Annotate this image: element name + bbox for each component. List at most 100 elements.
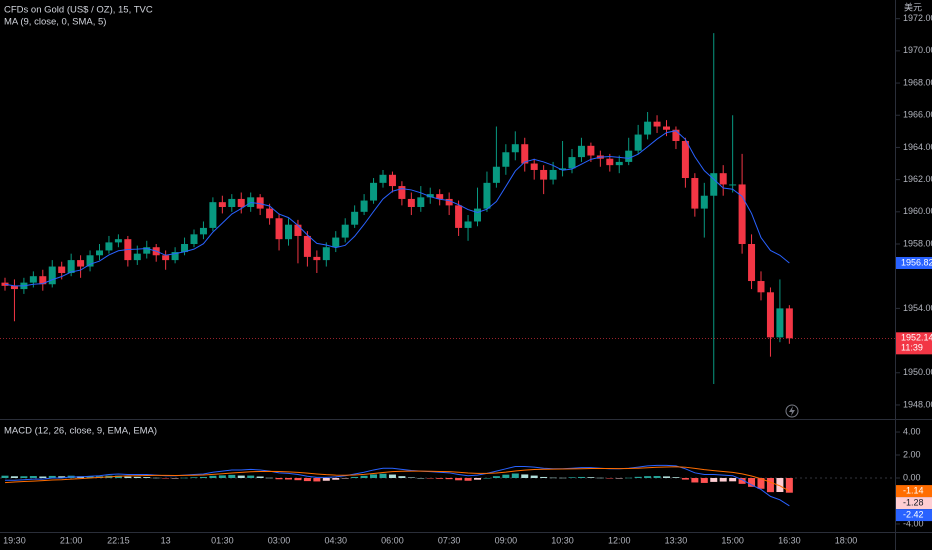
candle-body xyxy=(303,235,311,257)
histogram-bar xyxy=(785,477,793,493)
candle-body xyxy=(757,281,765,293)
currency: 美元 xyxy=(904,1,922,12)
candle-body xyxy=(776,308,784,338)
candle-body xyxy=(341,224,349,238)
histogram-bar xyxy=(492,476,500,478)
x-tick-label: 21:00 xyxy=(60,535,83,545)
histogram-bar xyxy=(48,475,56,478)
candle-body xyxy=(48,266,56,285)
y-tick-label: 1948.00 xyxy=(903,399,932,409)
histogram-bar xyxy=(653,476,661,478)
candle-body xyxy=(133,253,141,261)
candle-body xyxy=(540,169,548,180)
candle-body xyxy=(700,195,708,209)
histogram-bar xyxy=(143,477,151,478)
replay-icon[interactable] xyxy=(785,404,799,418)
candle-body xyxy=(606,158,614,166)
x-tick-label: 19:30 xyxy=(3,535,26,545)
y-tick-label: 2.00 xyxy=(903,449,921,459)
icon-circle[interactable] xyxy=(785,404,799,418)
histogram-bar xyxy=(540,476,548,478)
y-tick-label: -4.00 xyxy=(903,518,924,528)
histogram-bar xyxy=(766,477,774,493)
candle-body xyxy=(58,266,66,273)
candle-body xyxy=(785,308,793,339)
y-tick-label: 1960.00 xyxy=(903,206,932,216)
candle-body xyxy=(474,208,481,222)
histogram-bar xyxy=(313,477,321,482)
x-tick-label: 12:00 xyxy=(608,535,631,545)
countdown: 11:39 xyxy=(901,343,923,353)
icon-bolt[interactable] xyxy=(789,406,795,416)
candle-body xyxy=(1,282,9,286)
x-tick-label: 03:00 xyxy=(268,535,291,545)
candle-body xyxy=(691,178,699,209)
y-tick-label: 1966.00 xyxy=(903,110,932,120)
value-label: -2.42 xyxy=(903,509,924,519)
candle-body xyxy=(634,134,642,151)
candle-body xyxy=(228,198,236,207)
histogram-bar xyxy=(663,476,670,478)
histogram-bar xyxy=(379,473,387,478)
x-tick-label: 07:30 xyxy=(438,535,461,545)
candle-body xyxy=(39,276,47,285)
histogram-bar xyxy=(256,476,264,478)
value-label: -1.14 xyxy=(903,485,924,495)
histogram-bar xyxy=(455,477,463,481)
candle-body xyxy=(96,250,103,256)
histogram-bar xyxy=(615,477,623,479)
candle-body xyxy=(322,247,330,261)
y-tick-label: 0.00 xyxy=(903,472,921,482)
x-tick-label: 22:15 xyxy=(107,535,130,545)
ma-line xyxy=(4,130,790,287)
x-tick-label: 18:00 xyxy=(835,535,858,545)
x-tick-label: 15:00 xyxy=(721,535,744,545)
histogram-bar xyxy=(700,477,708,483)
histogram-bar xyxy=(483,477,491,479)
candle-body xyxy=(275,218,283,240)
candle-body xyxy=(502,152,510,167)
candle-body xyxy=(426,194,434,198)
y-tick-label: 1968.00 xyxy=(903,77,932,87)
ma-price-label: 1956.82 xyxy=(901,257,932,267)
candle-body xyxy=(587,145,595,156)
y-tick-label: 1970.00 xyxy=(903,45,932,55)
y-tick-label: 1962.00 xyxy=(903,174,932,184)
histogram-bar xyxy=(568,477,576,478)
candle-body xyxy=(266,208,274,219)
histogram-bar xyxy=(719,477,727,482)
histogram-bar xyxy=(530,475,538,478)
histogram-bar xyxy=(445,477,453,480)
histogram-bar xyxy=(577,476,585,478)
candle-body xyxy=(436,194,444,199)
candle-body xyxy=(530,163,538,170)
histogram-bar xyxy=(20,476,28,478)
candle-body xyxy=(10,285,18,290)
histogram-bar xyxy=(559,477,567,479)
histogram-bar xyxy=(10,476,18,478)
histogram-bar xyxy=(341,477,349,479)
x-tick-label: 09:00 xyxy=(495,535,518,545)
y-tick-label: 1964.00 xyxy=(903,142,932,152)
value-box xyxy=(896,485,932,498)
candle-body xyxy=(577,145,585,158)
histogram-bar xyxy=(672,477,680,478)
histogram-bar xyxy=(407,477,415,478)
candle-body xyxy=(521,144,529,164)
histogram-bar xyxy=(436,477,444,479)
histogram-bar xyxy=(644,476,652,478)
last-price-label: 1952.14 xyxy=(901,333,932,343)
candle-body xyxy=(445,198,453,206)
histogram-bar xyxy=(114,475,122,478)
histogram-bar xyxy=(332,477,340,480)
histogram-bar xyxy=(360,475,368,478)
histogram-bar xyxy=(266,477,274,479)
histogram-bar xyxy=(303,477,311,482)
candle-body xyxy=(190,234,198,245)
candle-body xyxy=(370,182,378,201)
candle-body xyxy=(105,242,113,251)
histogram-bar xyxy=(587,477,595,478)
histogram-bar xyxy=(181,477,189,479)
candle-body xyxy=(218,202,226,207)
